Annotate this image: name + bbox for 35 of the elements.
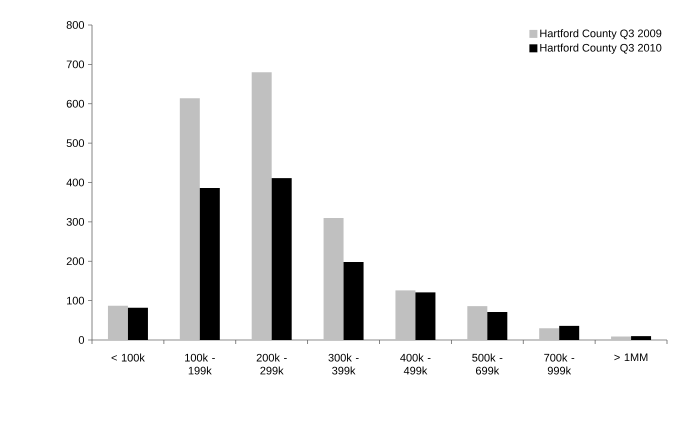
legend-label: Hartford County Q3 2010 <box>540 44 662 54</box>
y-tick-label: 700 <box>66 60 84 68</box>
bar <box>395 290 416 340</box>
y-tick-label: 100 <box>67 296 84 305</box>
y-tick-label: 600 <box>66 100 84 108</box>
y-tick-label: 800 <box>66 21 84 29</box>
bar <box>487 312 508 340</box>
y-tick-label: 200 <box>66 257 84 266</box>
bar <box>200 188 220 340</box>
bar <box>252 72 272 340</box>
bar <box>467 306 488 340</box>
bar <box>631 336 652 340</box>
x-tick-label: 100k - 199k <box>185 354 215 375</box>
y-tick-label: 500 <box>66 139 84 148</box>
y-tick-label: 300 <box>66 218 84 226</box>
bar <box>344 262 364 340</box>
y-tick-label: 400 <box>66 178 84 186</box>
bar <box>128 308 148 340</box>
y-tick-label: 0 <box>78 336 84 344</box>
x-tick-label: 400k - 499k <box>400 354 430 375</box>
bar <box>108 306 128 340</box>
x-tick-label: < 100k <box>112 354 145 362</box>
bar <box>324 218 344 340</box>
x-tick-label: 300k - 399k <box>328 354 359 375</box>
x-tick-label: 500k - 699k <box>472 354 502 375</box>
x-tick-label: 200k - 299k <box>256 354 287 375</box>
bar <box>539 328 560 340</box>
bar <box>559 326 580 340</box>
x-tick-label: > 1MM <box>614 354 648 362</box>
bar <box>272 178 292 340</box>
bar <box>611 336 632 340</box>
legend-label: Hartford County Q3 2009 <box>540 29 662 40</box>
x-tick-label: 700k - 999k <box>544 354 574 375</box>
bar <box>415 292 436 340</box>
bar <box>180 98 200 340</box>
